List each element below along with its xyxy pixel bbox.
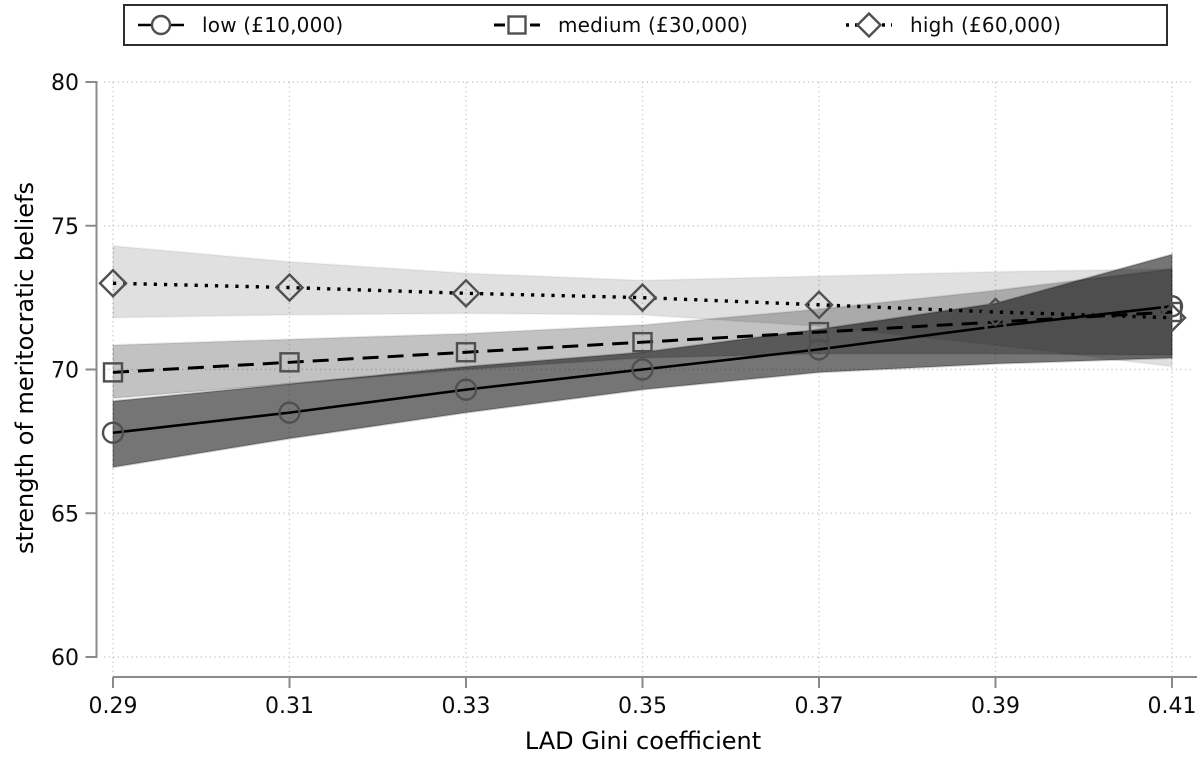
square-marker	[102, 362, 124, 383]
legend-label: medium (£30,000)	[558, 13, 749, 37]
square-marker	[279, 352, 300, 373]
x-tick-label: 0.29	[89, 694, 138, 719]
x-tick-label: 0.39	[971, 694, 1020, 719]
circle-marker	[101, 421, 125, 444]
diamond-marker	[804, 290, 834, 320]
diamond-marker	[274, 272, 305, 303]
x-tick-label: 0.37	[795, 694, 844, 719]
x-tick-label: 0.35	[618, 694, 667, 719]
diamond-dotted-line-icon	[846, 12, 892, 38]
y-tick-label: 80	[51, 71, 79, 96]
legend-label: high (£60,000)	[910, 13, 1062, 37]
legend-label: low (£10,000)	[202, 13, 344, 37]
diamond-marker	[1157, 303, 1187, 333]
square-marker	[1161, 301, 1183, 323]
circle-solid-line-icon	[138, 14, 184, 36]
circle-marker	[631, 358, 654, 381]
square-dashed-line-icon	[494, 15, 540, 35]
legend-entry-circle: low (£10,000)	[137, 6, 343, 44]
diamond-marker	[627, 282, 658, 313]
y-tick-label: 65	[51, 502, 79, 527]
x-tick-label: 0.31	[265, 694, 314, 719]
circle-marker	[807, 338, 831, 361]
square-marker	[808, 321, 830, 343]
y-tick-label: 75	[51, 215, 79, 240]
ci-band-circle	[112, 253, 1173, 469]
square-marker	[632, 331, 653, 353]
y-axis-title: strength of meritocratic beliefs	[11, 182, 39, 554]
x-axis-title: LAD Gini coefficient	[524, 727, 762, 755]
circle-marker	[454, 378, 478, 401]
circle-marker	[278, 401, 301, 424]
series-line-dashed	[112, 310, 1173, 374]
diamond-marker	[98, 268, 128, 298]
legend-entry-square: medium (£30,000)	[493, 6, 748, 44]
diamond-marker	[451, 278, 481, 309]
legend-entry-diamond: high (£60,000)	[845, 6, 1061, 44]
series-line-dotted	[112, 281, 1173, 320]
square-marker	[455, 342, 477, 363]
square-marker	[985, 311, 1006, 333]
y-tick-label: 70	[51, 359, 79, 384]
x-tick-label: 0.33	[442, 694, 491, 719]
ci-band-diamond	[112, 244, 1173, 368]
diamond-marker	[980, 297, 1011, 327]
legend: low (£10,000) medium (£30,000) high (£60,0…	[123, 4, 1168, 46]
y-tick-label: 60	[51, 646, 79, 671]
x-tick-label: 0.41	[1148, 694, 1197, 719]
